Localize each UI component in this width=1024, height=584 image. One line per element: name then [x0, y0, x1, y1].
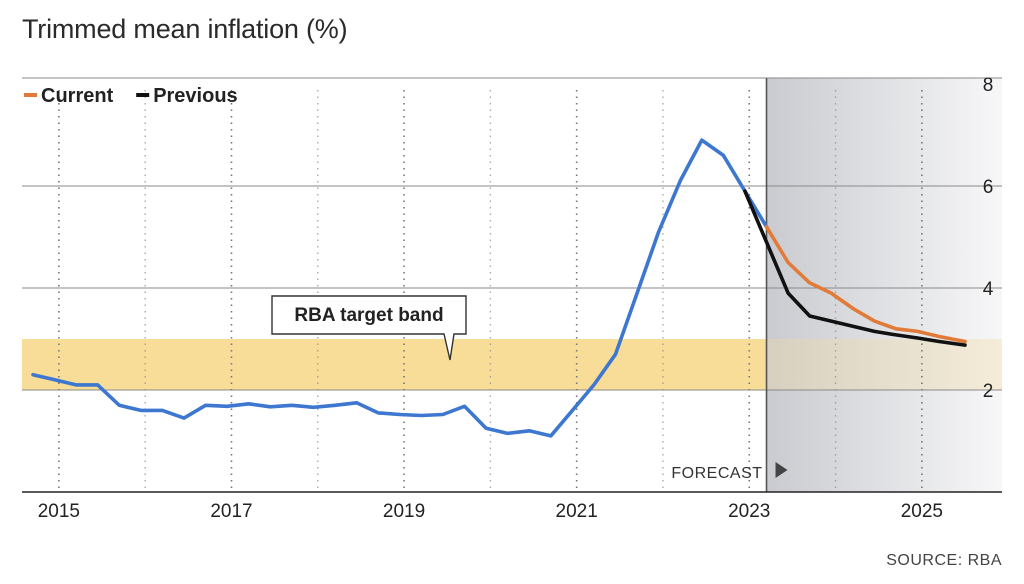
source-note: SOURCE: RBA: [886, 552, 1002, 569]
y-tick-label: 6: [983, 177, 994, 198]
y-tick-label: 8: [983, 75, 994, 96]
series-line-previous: [743, 189, 967, 347]
chart-title: Trimmed mean inflation (%): [22, 14, 348, 44]
x-tick-label: 2017: [210, 501, 252, 522]
target-band-label: RBA target band: [294, 305, 443, 326]
forecast-region: [766, 78, 1002, 492]
legend-label-previous: Previous: [153, 85, 237, 107]
series-line-current: [764, 225, 967, 344]
x-tick-label: 2019: [383, 501, 425, 522]
target-band-forecast: [766, 339, 1002, 390]
y-tick-label: 4: [983, 279, 994, 300]
x-tick-label: 2021: [556, 501, 598, 522]
x-tick-label: 2023: [728, 501, 770, 522]
x-tick-label: 2015: [38, 501, 80, 522]
forecast-arrow-icon: [775, 462, 788, 478]
legend-label-current: Current: [41, 85, 114, 107]
series-line-historical: [31, 138, 769, 438]
x-tick-label: 2025: [901, 501, 943, 522]
forecast-label: FORECAST: [671, 465, 762, 482]
target-band: [22, 339, 767, 390]
target-band-callout: [271, 295, 467, 361]
y-tick-label: 2: [983, 381, 994, 402]
